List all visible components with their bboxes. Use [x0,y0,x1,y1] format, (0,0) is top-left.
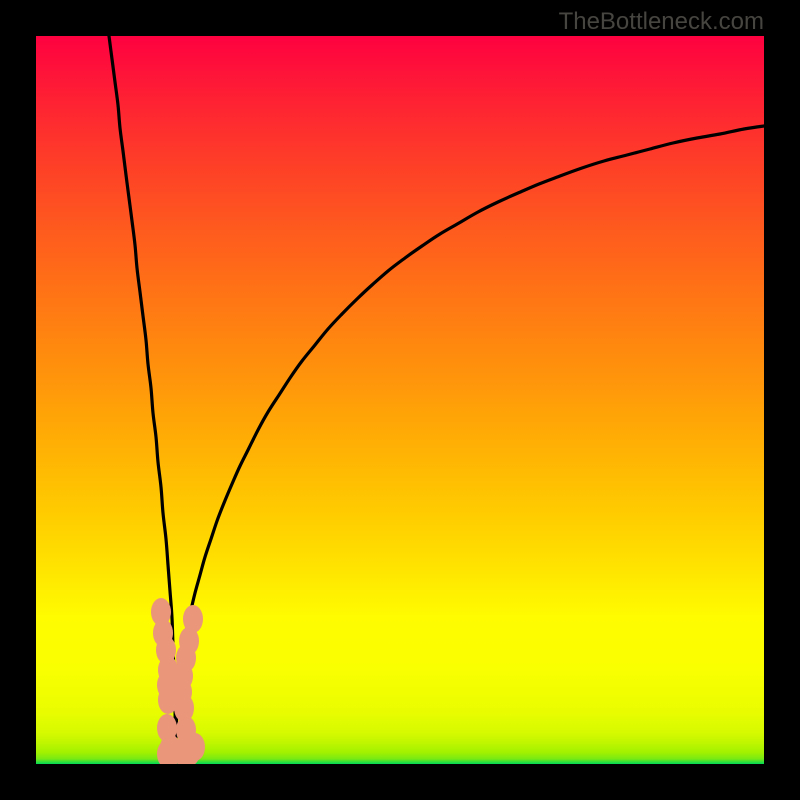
chart-container: TheBottleneck.com [0,0,800,800]
plot-svg [36,36,764,764]
gradient-background [36,36,764,764]
watermark-text: TheBottleneck.com [559,8,764,36]
marker-post-min [183,605,203,633]
plot-area [36,36,764,764]
